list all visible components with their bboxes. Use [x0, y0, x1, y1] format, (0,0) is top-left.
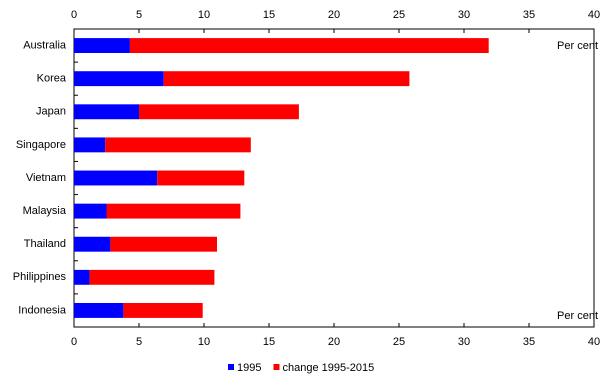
y-tick-label: Vietnam [26, 172, 66, 184]
bar-segment [89, 269, 215, 285]
y-tick-label: Korea [37, 73, 67, 85]
legend-swatch [228, 364, 234, 370]
y-tick-label: Japan [36, 106, 66, 118]
y-tick-label: Australia [23, 39, 67, 51]
x-tick-label: 35 [523, 9, 535, 21]
bar-segment [139, 104, 299, 120]
x-tick-label: 20 [328, 9, 340, 21]
y-tick-label: Philippines [13, 271, 67, 283]
bar-segment [74, 104, 139, 120]
bar-segment [74, 137, 106, 153]
bar-segment [123, 302, 203, 318]
bar-segment [74, 269, 90, 285]
bar-segment [74, 71, 164, 87]
x-tick-label: 30 [458, 9, 470, 21]
bar-segment [74, 236, 111, 252]
x-tick-label: 15 [263, 336, 275, 348]
x-tick-label: 5 [136, 9, 142, 21]
unit-label: Per cent [557, 310, 598, 322]
legend-label: change 1995-2015 [282, 362, 374, 374]
bar-segment [74, 170, 158, 186]
x-tick-label: 10 [198, 336, 210, 348]
x-tick-label: 20 [328, 336, 340, 348]
bar-segment [74, 203, 107, 219]
bar-segment [105, 137, 251, 153]
x-tick-label: 30 [458, 336, 470, 348]
bar-segment [74, 38, 130, 54]
y-tick-label: Indonesia [18, 304, 67, 316]
legend-swatch [273, 364, 280, 370]
x-tick-label: 15 [263, 9, 275, 21]
bar-segment [110, 236, 217, 252]
y-tick-label: Singapore [16, 139, 66, 151]
bar-segment [157, 170, 245, 186]
x-tick-label: 25 [393, 9, 405, 21]
x-tick-label: 40 [588, 336, 600, 348]
x-tick-label: 0 [71, 336, 77, 348]
bar-segment [74, 302, 124, 318]
legend-label: 1995 [237, 362, 261, 374]
x-tick-label: 10 [198, 9, 210, 21]
x-tick-label: 25 [393, 336, 405, 348]
y-tick-label: Thailand [24, 238, 66, 250]
bar-segment [163, 71, 410, 87]
x-tick-label: 0 [71, 9, 77, 21]
bar-segment [106, 203, 241, 219]
x-tick-label: 5 [136, 336, 142, 348]
x-tick-label: 40 [588, 9, 600, 21]
x-tick-label: 35 [523, 336, 535, 348]
unit-label: Per cent [557, 40, 598, 52]
y-tick-label: Malaysia [23, 205, 67, 217]
bar-segment [129, 38, 489, 54]
